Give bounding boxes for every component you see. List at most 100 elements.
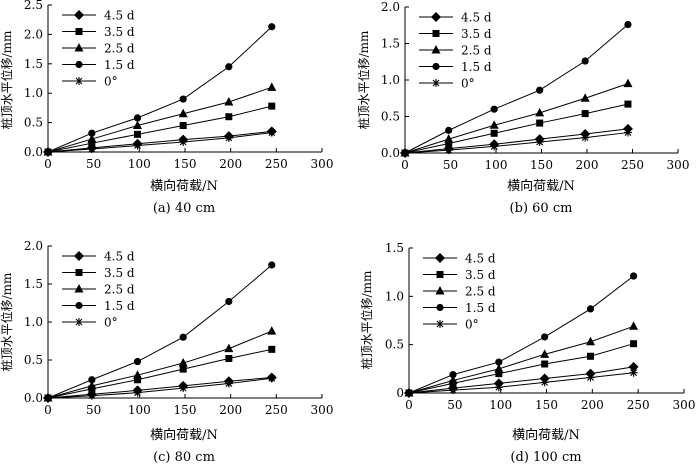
data-point [535,107,545,117]
data-point [623,128,632,137]
legend-marker [436,303,444,312]
legend-marker [74,251,84,261]
legend-label: 1.5 d [465,301,496,315]
data-point [133,370,143,379]
data-point [405,389,413,397]
x-tick-label: 50 [86,403,101,417]
x-tick-label: 100 [128,157,151,171]
y-tick-label: 0.5 [385,338,404,352]
legend-label: 3.5 d [104,266,135,280]
y-axis-label: 桩顶水平位移/mm [359,270,374,369]
data-point [623,78,633,88]
series-line [408,366,634,394]
y-tick-label: 0.0 [381,146,400,160]
series-line [408,372,634,394]
y-axis-label: 桩顶水平位移/mm [0,272,14,371]
data-point [224,379,233,388]
data-point [179,333,187,341]
series-line [47,264,273,399]
series-line [47,105,272,153]
y-tick-label: 0.5 [24,116,43,130]
x-tick-label: 250 [265,157,288,171]
series-line [408,275,634,394]
data-point [490,129,498,137]
legend-label: 3.5 d [465,268,496,282]
x-tick-label: 250 [627,398,650,412]
legend-marker [431,12,441,22]
data-point [133,120,143,130]
legend-label: 3.5 d [104,25,135,39]
y-tick-label: 0.5 [381,110,400,124]
data-point [268,261,276,269]
x-tick-label: 50 [447,398,462,412]
data-point [88,139,96,147]
data-point [224,97,234,106]
legend-label: 4.5 d [104,250,135,264]
x-tick-label: 0 [44,157,52,171]
x-tick-label: 200 [219,157,242,171]
data-point [225,113,233,121]
legend-marker [75,60,83,69]
y-tick-label: 0 [396,386,404,400]
data-point [444,134,454,143]
series-line [47,377,272,399]
series-line [47,376,272,399]
series-line [404,128,629,154]
legend-marker [75,77,83,85]
data-point [581,110,589,118]
legend-marker [75,301,83,310]
legend-label: 0° [465,318,479,332]
data-point [490,142,499,151]
x-tick-label: 0 [44,403,52,417]
data-point [581,57,589,65]
legend-marker [75,28,83,35]
data-point [225,354,233,362]
legend-label: 2.5 d [104,42,135,56]
data-point [133,357,142,366]
x-tick-label: 0 [401,158,409,172]
x-tick-label: 300 [673,398,696,412]
data-point [133,114,142,122]
series-line [408,325,634,394]
legend-marker [436,271,444,278]
legend-label: 3.5 d [461,27,492,41]
y-tick-label: 1.5 [24,57,43,71]
legend-marker [436,320,444,328]
legend-marker [432,62,440,71]
x-axis-label: 横向荷载/N [150,178,218,194]
data-point [541,360,549,368]
y-tick-label: 2.0 [381,0,400,14]
data-point [587,352,594,360]
legend-label: 4.5 d [465,252,496,266]
x-axis-label: 横向荷载/N [507,178,575,194]
data-point [580,93,590,102]
legend-label: 0° [104,75,118,89]
data-point [401,149,409,157]
y-tick-label: 1.0 [24,315,43,329]
data-point [268,23,276,31]
x-tick-label: 150 [174,403,197,417]
x-tick-label: 100 [489,398,512,412]
data-point [495,358,503,366]
data-point [448,375,458,384]
y-tick-label: 1.0 [385,289,404,303]
panel-caption: (a) 40 cm [153,201,215,216]
legend-marker [74,43,84,52]
legend-label: 2.5 d [104,283,135,297]
x-axis-label: 横向荷载/N [512,427,580,443]
series-line [47,132,272,153]
x-tick-label: 50 [86,157,101,171]
x-axis-label: 横向荷载/N [150,427,218,443]
y-tick-label: 2.0 [24,27,43,41]
x-tick-label: 150 [530,158,553,172]
data-point [581,133,590,142]
data-point [268,345,276,353]
data-point [586,336,595,346]
legend-marker [75,269,83,276]
data-point [490,105,498,113]
x-tick-label: 300 [311,403,334,417]
x-tick-label: 150 [174,157,197,171]
data-point [87,380,97,390]
y-tick-label: 1.5 [24,277,43,291]
